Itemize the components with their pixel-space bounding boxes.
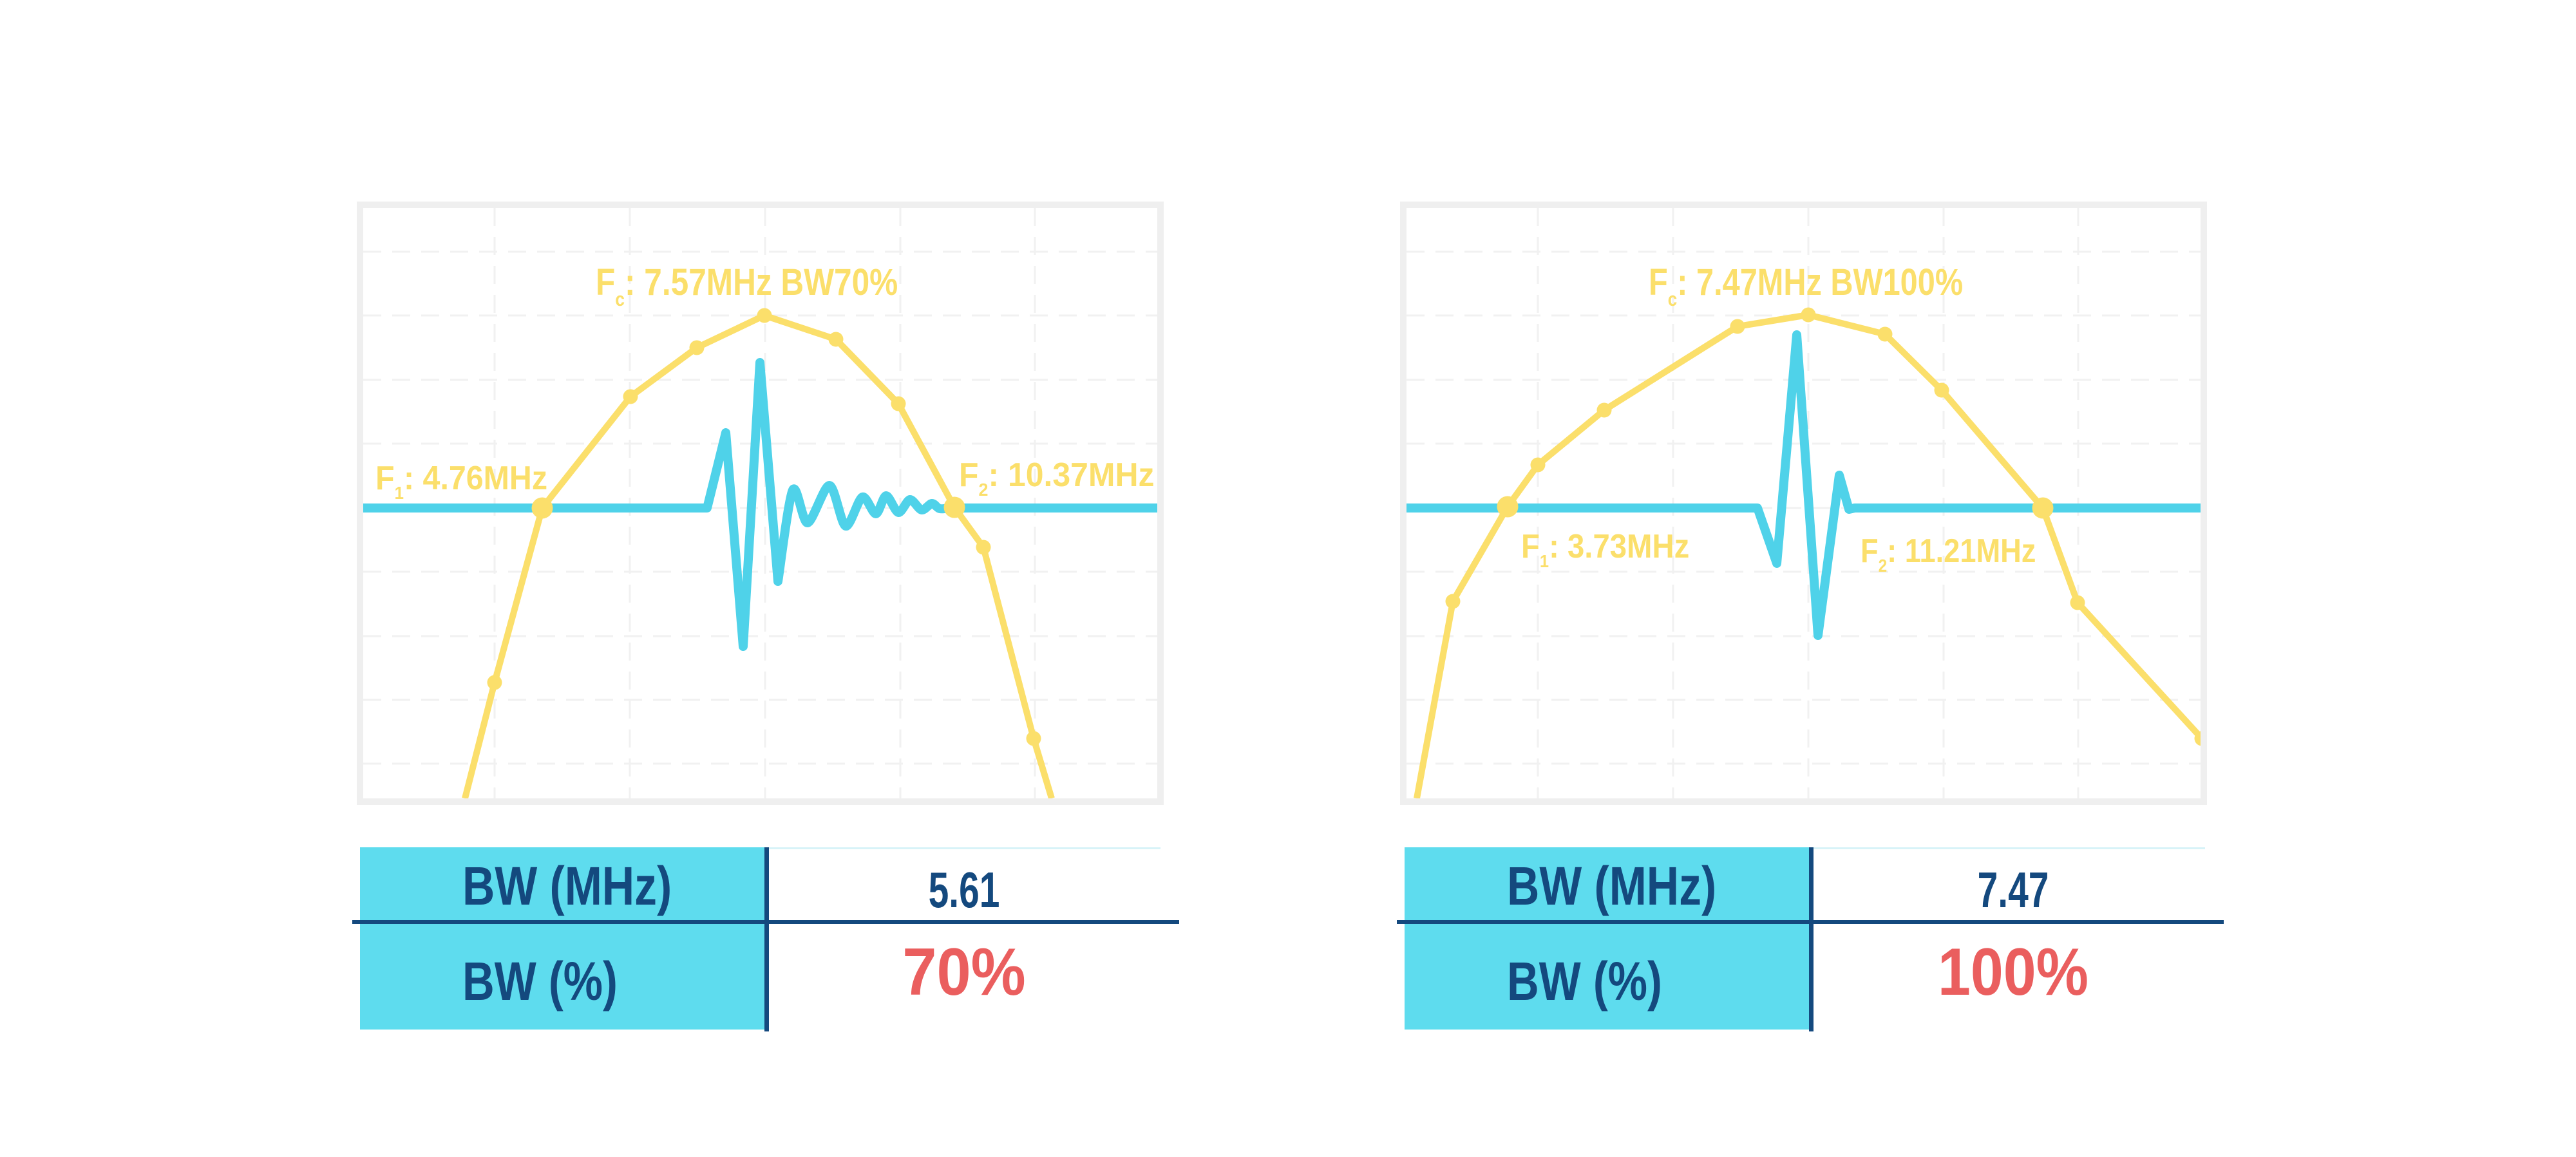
svg-text:F2: 11.21MHz: F2: 11.21MHz [1861, 532, 2036, 576]
svg-text:70%: 70% [902, 935, 1025, 1010]
svg-text:BW (%): BW (%) [1507, 952, 1662, 1012]
svg-text:F1: 3.73MHz: F1: 3.73MHz [1521, 527, 1689, 571]
svg-text:BW (MHz): BW (MHz) [1507, 856, 1716, 917]
svg-text:Fc: 7.47MHz BW100%: Fc: 7.47MHz BW100% [1649, 262, 1963, 310]
svg-text:F2: 10.37MHz: F2: 10.37MHz [959, 456, 1154, 500]
svg-text:BW (MHz): BW (MHz) [462, 856, 672, 917]
svg-text:5.61: 5.61 [929, 862, 1000, 918]
svg-text:100%: 100% [1938, 934, 2088, 1010]
svg-text:Fc: 7.57MHz BW70%: Fc: 7.57MHz BW70% [596, 261, 898, 310]
svg-text:F1: 4.76MHz: F1: 4.76MHz [375, 459, 547, 503]
svg-text:BW (%): BW (%) [462, 952, 618, 1012]
svg-text:7.47: 7.47 [1978, 862, 2049, 918]
